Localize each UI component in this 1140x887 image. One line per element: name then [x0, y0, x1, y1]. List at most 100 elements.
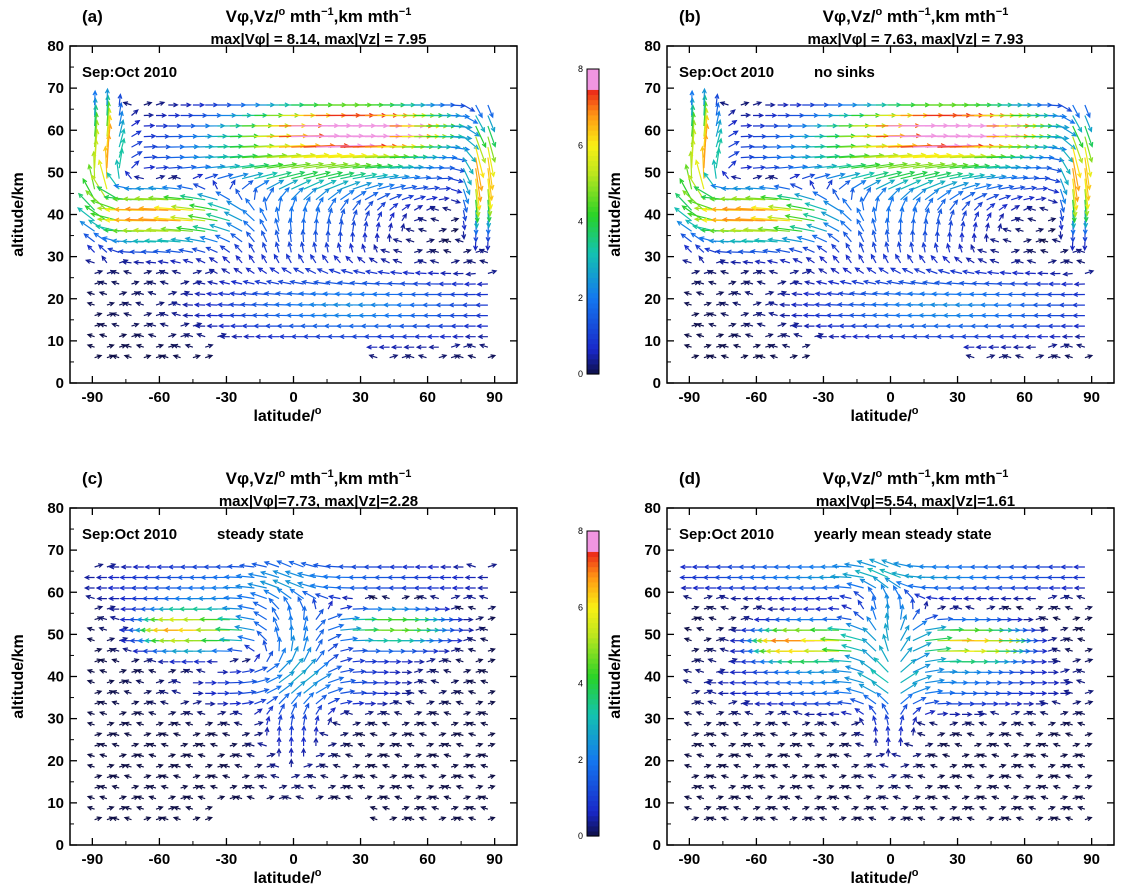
wind-vector-arrow — [344, 742, 353, 748]
wind-vector-arrow — [418, 721, 427, 727]
wind-vector-arrow — [418, 805, 427, 811]
wind-vector-arrow — [729, 690, 741, 696]
colorbar-segment — [587, 734, 599, 741]
wind-vector-arrow — [732, 333, 741, 339]
wind-vector-arrow — [258, 774, 267, 779]
wind-vector-arrow — [225, 200, 243, 211]
colorbar-segment — [587, 825, 599, 832]
wind-vector-arrow — [104, 87, 110, 106]
wind-vector-arrow — [377, 269, 390, 275]
wind-vector-arrow — [1032, 313, 1049, 319]
wind-vector-arrow — [1060, 136, 1077, 150]
wind-vector-arrow — [180, 784, 189, 790]
wind-vector-arrow — [937, 700, 952, 706]
wind-vector-arrow — [438, 689, 448, 695]
wind-vector-arrow — [1060, 114, 1076, 124]
wind-vector-arrow — [925, 646, 952, 652]
wind-vector-arrow — [276, 736, 282, 747]
wind-vector-arrow — [179, 194, 206, 201]
wind-vector-arrow — [1008, 564, 1024, 570]
wind-vector-arrow — [131, 160, 140, 169]
wind-vector-arrow — [1084, 125, 1094, 148]
wind-vector-arrow — [769, 732, 778, 737]
wind-vector-arrow — [254, 688, 270, 694]
wind-vector-arrow — [228, 312, 243, 318]
wind-vector-arrow — [450, 281, 464, 287]
wind-vector-arrow — [180, 280, 190, 286]
wind-vector-arrow — [696, 795, 705, 801]
wind-vector-arrow — [866, 267, 877, 275]
wind-vector-arrow — [487, 658, 496, 664]
wind-vector-arrow — [352, 209, 358, 222]
wind-vector-arrow — [868, 805, 877, 811]
wind-vector-arrow — [389, 354, 399, 359]
wind-vector-arrow — [703, 763, 712, 769]
wind-vector-arrow — [389, 774, 398, 780]
wind-vector-arrow — [803, 280, 815, 286]
wind-vector-arrow — [976, 248, 987, 254]
y-tick-label: 70 — [47, 542, 64, 559]
panel-b: -90 -60 -30 0 30 60 9001020304050607080latitud… — [607, 6, 1115, 425]
wind-vector-arrow — [789, 183, 803, 190]
wind-vector-arrow — [463, 323, 476, 329]
wind-vector-arrow — [885, 725, 891, 736]
wind-vector-arrow — [998, 763, 1007, 769]
wind-vector-arrow — [900, 170, 929, 180]
wind-vector-arrow — [414, 753, 423, 759]
wind-vector-arrow — [695, 658, 705, 663]
y-axis-label: altitude/km — [10, 172, 27, 256]
wind-vector-arrow — [765, 701, 778, 707]
wind-vector-arrow — [682, 668, 692, 674]
wind-vector-arrow — [135, 291, 144, 296]
wind-vector-arrow — [357, 774, 366, 780]
wind-vector-arrow — [230, 280, 243, 285]
wind-vector-arrow — [769, 721, 778, 727]
wind-vector-arrow — [777, 164, 794, 170]
wind-vector-arrow — [85, 594, 95, 600]
wind-vector-arrow — [1072, 136, 1084, 164]
wind-vector-arrow — [702, 94, 708, 116]
wind-vector-arrow — [386, 281, 402, 287]
wind-vector-arrow — [327, 634, 342, 642]
wind-vector-arrow — [946, 242, 951, 253]
wind-vector-arrow — [789, 732, 798, 737]
wind-vector-arrow — [172, 343, 181, 349]
wind-vector-arrow — [1064, 816, 1073, 822]
wind-vector-arrow — [695, 322, 705, 328]
wind-vector-arrow — [757, 816, 766, 822]
wind-vector-arrow — [289, 713, 295, 725]
wind-vector-arrow — [256, 630, 268, 642]
wind-vector-arrow — [840, 710, 852, 716]
wind-vector-arrow — [450, 199, 462, 204]
wind-vector-arrow — [83, 233, 95, 243]
wind-vector-arrow — [266, 334, 280, 340]
wind-vector-arrow — [830, 267, 840, 275]
wind-vector-arrow — [487, 125, 497, 148]
wind-vector-arrow — [339, 198, 349, 211]
wind-vector-arrow — [274, 241, 280, 253]
wind-vector-arrow — [766, 215, 803, 222]
wind-vector-arrow — [291, 170, 319, 180]
wind-vector-arrow — [1047, 199, 1059, 204]
wind-vector-arrow — [273, 253, 280, 264]
wind-vector-arrow — [248, 242, 255, 253]
wind-vector-arrow — [703, 721, 712, 727]
wind-vector-arrow — [740, 690, 754, 696]
wind-vector-arrow — [205, 354, 214, 360]
wind-vector-arrow — [241, 658, 252, 663]
wind-vector-arrow — [480, 805, 489, 811]
wind-vector-arrow — [135, 679, 144, 685]
vector-field — [83, 560, 498, 822]
wind-vector-arrow — [266, 650, 274, 663]
wind-vector-arrow — [123, 721, 132, 727]
wind-vector-arrow — [961, 173, 986, 180]
wind-vector-arrow — [171, 679, 181, 684]
wind-vector-arrow — [732, 710, 741, 716]
wind-vector-arrow — [123, 343, 132, 349]
colorbar-segment — [587, 556, 599, 563]
wind-vector-arrow — [195, 627, 230, 633]
wind-vector-arrow — [937, 774, 946, 780]
wind-vector-arrow — [1025, 596, 1036, 602]
wind-vector-arrow — [352, 606, 369, 612]
